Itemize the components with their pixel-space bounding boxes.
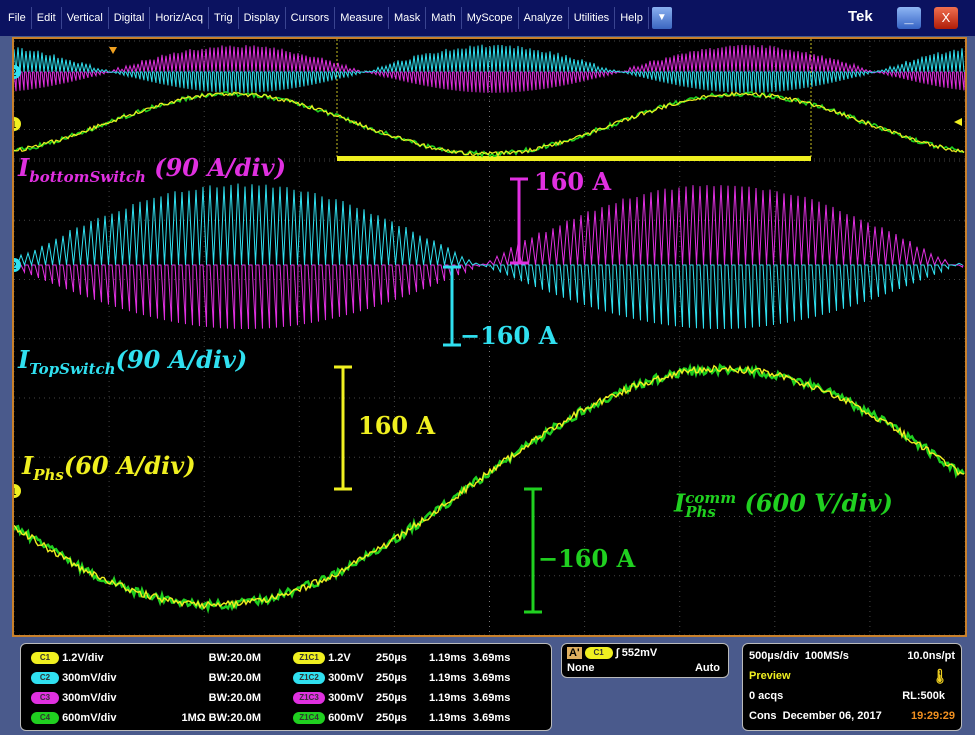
zoom-scale: 300mV [328, 672, 363, 684]
zoom-time: 250µs [376, 670, 407, 686]
minimize-button[interactable]: _ [897, 7, 921, 29]
menu-vertical[interactable]: Vertical [62, 7, 109, 29]
ch1-main-marker-text: 1 [14, 487, 17, 498]
menu-display[interactable]: Display [239, 7, 286, 29]
trigger-level: 552mV [622, 647, 657, 659]
menu-trig[interactable]: Trig [209, 7, 239, 29]
channel-bandwidth: BW:20.0M [209, 672, 261, 684]
channel-badge[interactable]: C3 [31, 692, 59, 704]
trigger-panel[interactable]: A' C1 ∫ 552mV None Auto [561, 643, 729, 678]
resolution: 10.0ns/pt [907, 648, 955, 664]
trigger-position-icon [109, 47, 117, 54]
phase-current-label: IPhs(60 A/div) [22, 451, 196, 484]
menu-edit[interactable]: Edit [32, 7, 62, 29]
ch2-main-marker-text: 2 [14, 261, 17, 272]
yellow-160a-label: 160 A [358, 411, 435, 440]
menu-measure[interactable]: Measure [335, 7, 389, 29]
menu-cursors[interactable]: Cursors [286, 7, 336, 29]
menu-file[interactable]: File [3, 7, 32, 29]
top-switch-label: ITopSwitch(90 A/div) [18, 345, 247, 378]
phase-comm-label: Icomm Phs (600 V/div) [674, 491, 893, 519]
channel-badge[interactable]: C2 [31, 672, 59, 684]
acq-count: 0 acqs [749, 688, 783, 704]
channel-row[interactable]: C2 300mV/div [31, 670, 116, 686]
zoom-scale: 600mV [328, 712, 363, 724]
bottom-switch-label: IbottomSwitch (90 A/div) [18, 153, 286, 186]
time: 19:29:29 [911, 708, 955, 724]
menu-digital[interactable]: Digital [109, 7, 151, 29]
ch1-overview-marker-text: 1 [14, 120, 17, 131]
acq-state: Preview [749, 668, 791, 684]
channel-row[interactable]: C1 1.2V/div [31, 650, 104, 666]
rising-edge-icon: ∫ [616, 647, 619, 659]
status-bar: C1 1.2V/div BW:20.0M Z1C1 1.2V 250µs 1.1… [0, 638, 975, 735]
channel-impedance: 1MΩ [181, 712, 205, 724]
zoom-end: 3.69ms [473, 670, 510, 686]
magenta-160a-label: 160 A [534, 167, 611, 196]
menu-mask[interactable]: Mask [389, 7, 426, 29]
menu-bar: File Edit Vertical Digital Horiz/Acq Trig Disp… [0, 0, 975, 36]
trigger-mode: Auto [695, 660, 720, 676]
menu-myscope[interactable]: MyScope [462, 7, 519, 29]
zoom-time: 250µs [376, 650, 407, 666]
menu-help[interactable]: Help [615, 7, 649, 29]
zoom-time: 250µs [376, 710, 407, 726]
channel-scale: 300mV/div [62, 692, 116, 704]
record-length: RL:500k [902, 688, 945, 704]
channel-bandwidth: BW:20.0M [209, 692, 261, 704]
acquisition-panel[interactable]: 500µs/div 100MS/s 10.0ns/pt Preview 🌡︎ 0… [742, 643, 962, 731]
zoom-end: 3.69ms [473, 650, 510, 666]
trigger-mode-badge: A' [567, 647, 582, 659]
waveform-display[interactable]: 2 1 2 1 IbottomSwitch (90 A/div) ITopSwitch… [12, 37, 967, 637]
channel-badge[interactable]: C4 [31, 712, 59, 724]
zoom-end: 3.69ms [473, 690, 510, 706]
zoom-range-bar [337, 156, 811, 161]
channel-bandwidth: BW:20.0M [209, 652, 261, 664]
menu-math[interactable]: Math [426, 7, 461, 29]
channel-bandwidth: BW:20.0M [209, 712, 261, 724]
sample-rate: 100MS/s [805, 650, 849, 662]
zoom-start: 1.19ms [429, 710, 466, 726]
trigger-coupling: None [567, 660, 595, 676]
trigger-level-icon [954, 118, 962, 126]
zoom-badge[interactable]: Z1C3 [293, 692, 325, 704]
menu-utilities[interactable]: Utilities [569, 7, 615, 29]
channel-scale: 1.2V/div [62, 652, 104, 664]
tek-logo: Tek [848, 8, 873, 25]
zoom-scale: 300mV [328, 692, 363, 704]
zoom-badge[interactable]: Z1C1 [293, 652, 325, 664]
channel-row[interactable]: C3 300mV/div [31, 690, 116, 706]
date: December 06, 2017 [783, 710, 882, 722]
green-neg160a-label: −160 A [538, 544, 635, 573]
menu-analyze[interactable]: Analyze [519, 7, 569, 29]
cyan-neg160a-label: −160 A [460, 321, 557, 350]
main-ch3-trace [14, 185, 963, 329]
channel-scale: 600mV/div [62, 712, 116, 724]
channel-row[interactable]: C4 600mV/div [31, 710, 116, 726]
zoom-time: 250µs [376, 690, 407, 706]
close-button[interactable]: X [934, 7, 958, 29]
zoom-badge[interactable]: Z1C2 [293, 672, 325, 684]
channel-panel: C1 1.2V/div BW:20.0M Z1C1 1.2V 250µs 1.1… [20, 643, 552, 731]
channel-scale: 300mV/div [62, 672, 116, 684]
trigger-source-badge: C1 [585, 647, 613, 659]
menu-horizacq[interactable]: Horiz/Acq [150, 7, 209, 29]
channel-badge[interactable]: C1 [31, 652, 59, 664]
zoom-start: 1.19ms [429, 670, 466, 686]
thermometer-icon: 🌡︎ [931, 668, 949, 684]
timebase: 500µs/div [749, 650, 799, 662]
chevron-down-icon[interactable]: ▼ [652, 7, 672, 29]
zoom-badge[interactable]: Z1C4 [293, 712, 325, 724]
zoom-start: 1.19ms [429, 650, 466, 666]
cons-label: Cons [749, 710, 777, 722]
zoom-start: 1.19ms [429, 690, 466, 706]
zoom-scale: 1.2V [328, 652, 351, 664]
ch2-overview-marker-text: 2 [14, 68, 17, 79]
zoom-end: 3.69ms [473, 710, 510, 726]
